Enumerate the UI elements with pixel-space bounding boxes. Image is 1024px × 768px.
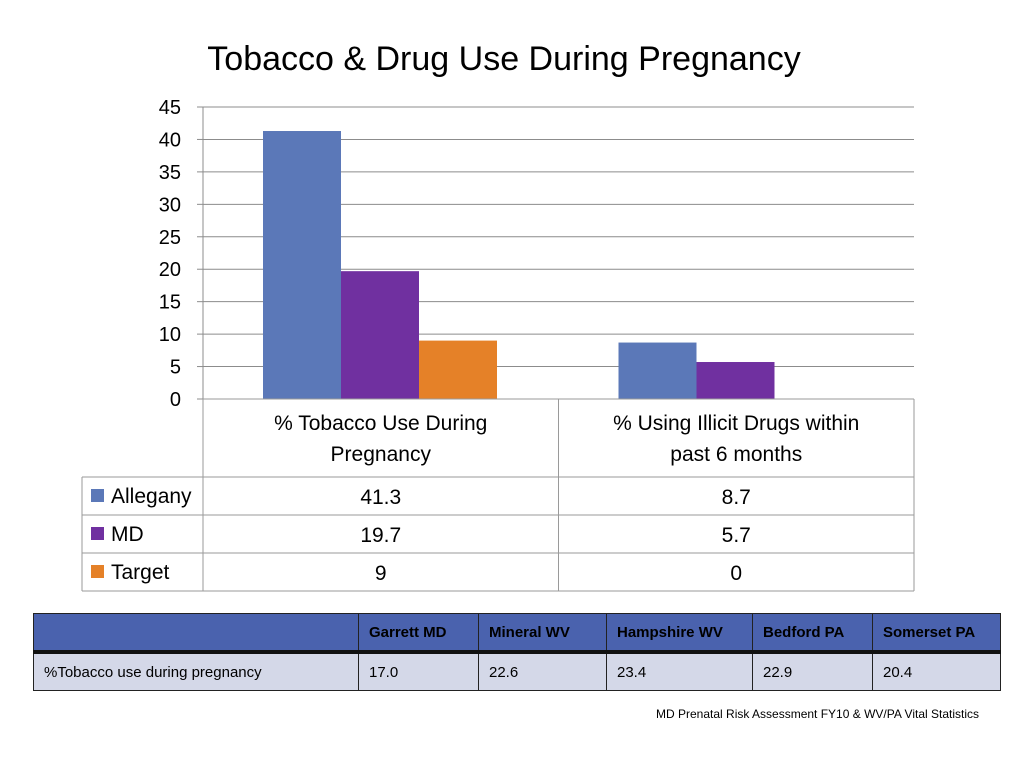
bar-chart: 0 5 10 15 20 25 30 35 40 45 % Tobacco Use During Pr… [81,97,915,592]
table-cell: %Tobacco use during pregnancy [33,651,359,691]
y-tick-label: 10 [159,324,181,346]
x-category-label: % Tobacco Use During [274,412,487,435]
y-tick-label: 35 [159,162,181,184]
table-cell: 17.0 [358,651,479,691]
bar [263,131,341,399]
table-header-cell: Hampshire WV [606,613,753,653]
data-label: 9 [375,562,387,585]
y-tick-label: 0 [170,389,181,411]
table-cell: 22.6 [478,651,607,691]
y-tick-label: 40 [159,129,181,151]
legend-label: MD [111,523,144,546]
legend-label: Target [111,561,170,584]
bar [341,271,419,399]
table-header-cell: Bedford PA [752,613,873,653]
y-tick-label: 5 [170,357,181,379]
y-tick-label: 45 [159,97,181,119]
bar [618,342,697,399]
county-comparison-table: Garrett MD Mineral WV Hampshire WV Bedfo… [33,613,1001,691]
table-header-cell [33,613,359,653]
legend-label: Allegany [111,485,192,508]
bar [696,362,775,399]
y-tick-label: 15 [159,292,181,314]
table-header-cell: Mineral WV [478,613,607,653]
table-cell: 23.4 [606,651,753,691]
data-label: 5.7 [722,524,751,547]
legend-swatch [91,489,104,502]
legend-swatch [91,565,104,578]
data-label: 41.3 [360,486,401,509]
bar [419,340,497,399]
x-category-label: % Using Illicit Drugs within [613,412,859,435]
table-row: %Tobacco use during pregnancy 17.0 22.6 … [33,651,1001,691]
data-label: 19.7 [360,524,401,547]
table-cell: 22.9 [752,651,873,691]
y-tick-label: 30 [159,194,181,216]
table-cell: 20.4 [872,651,1001,691]
y-tick-label: 20 [159,259,181,281]
source-note: MD Prenatal Risk Assessment FY10 & WV/PA… [656,707,979,721]
table-header-row: Garrett MD Mineral WV Hampshire WV Bedfo… [33,613,1001,653]
data-label: 0 [730,562,742,585]
x-category-label: Pregnancy [331,443,432,466]
x-category-label: past 6 months [670,443,802,466]
table-header-cell: Garrett MD [358,613,479,653]
legend-swatch [91,527,104,540]
table-header-cell: Somerset PA [872,613,1001,653]
y-tick-label: 25 [159,227,181,249]
data-label: 8.7 [722,486,751,509]
chart-title: Tobacco & Drug Use During Pregnancy [207,40,801,78]
